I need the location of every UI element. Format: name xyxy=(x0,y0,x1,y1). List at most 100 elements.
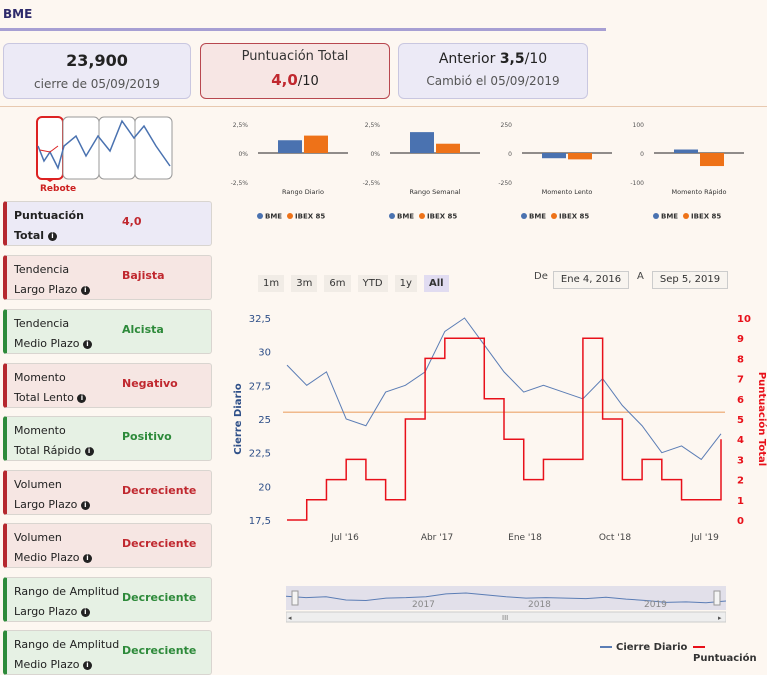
xtick: Jul '19 xyxy=(690,533,719,543)
indicator-value: Positivo xyxy=(122,430,172,443)
pattern-thumbnail[interactable] xyxy=(36,116,174,182)
mini-legend-bme-swatch xyxy=(521,213,527,219)
main-chart: 32,53027,52522,52017,5109876543210Cierre… xyxy=(233,314,767,543)
indicator-volumen-medio[interactable]: Volumen Medio Plazo i Decreciente xyxy=(3,523,212,568)
mini-legend-ibex-swatch xyxy=(287,213,293,219)
mini-ytick: 100 xyxy=(633,122,645,129)
mini-chart-title: Momento Rápido xyxy=(671,188,726,196)
legend-score[interactable]: Puntuación xyxy=(693,642,767,664)
mini-ytick: -2,5% xyxy=(363,180,381,187)
series-puntuacion xyxy=(287,337,722,521)
indicator-label: Rango de Amplitud Medio Plazo i xyxy=(14,635,124,675)
indicator-line1: Momento xyxy=(14,424,66,437)
mini-bar-bme xyxy=(542,153,566,159)
range-navigator[interactable]: ◂ ▸ III 2017 2018 2019 xyxy=(286,585,726,623)
indicator-line1: Momento xyxy=(14,371,66,384)
indicator-volumen-largo[interactable]: Volumen Largo Plazo i Decreciente xyxy=(3,470,212,515)
close-caption: cierre de 05/09/2019 xyxy=(34,77,160,91)
previous-value: 3,5 xyxy=(499,51,525,67)
indicator-line2: Largo Plazo xyxy=(14,283,78,296)
scroll-left-icon: ◂ xyxy=(288,614,292,622)
mini-legend-ibex-swatch xyxy=(683,213,689,219)
previous-line: Anterior 3,5/10 xyxy=(399,51,587,67)
mini-bar-ibex xyxy=(304,135,328,153)
indicator-value: Decreciente xyxy=(122,537,197,550)
xtick: Oct '18 xyxy=(599,533,632,543)
info-icon[interactable]: i xyxy=(77,393,87,403)
ytick-right: 2 xyxy=(737,476,744,487)
info-icon[interactable]: i xyxy=(80,285,90,295)
navigator-year: 2018 xyxy=(528,600,551,610)
indicator-rango-largo[interactable]: Rango de Amplitud Largo Plazo i Decrecien… xyxy=(3,577,212,622)
indicator-tendencia-medio[interactable]: Tendencia Medio Plazo i Alcista xyxy=(3,309,212,354)
mini-ytick: 0% xyxy=(238,151,248,158)
close-value: 23,900 xyxy=(66,51,128,70)
mini-bar-bme xyxy=(674,149,698,153)
header: BME xyxy=(0,0,767,36)
ytick-right: 0 xyxy=(737,516,744,527)
indicator-momento-lento[interactable]: Momento Total Lento i Negativo xyxy=(3,363,212,408)
info-icon[interactable]: i xyxy=(82,660,92,670)
zoom-1y-button[interactable]: 1y xyxy=(394,275,417,292)
legend-close[interactable]: Cierre Diario xyxy=(600,642,687,653)
mini-legend-ibex-swatch xyxy=(551,213,557,219)
previous-title: Anterior xyxy=(438,51,496,67)
legend-score-swatch xyxy=(693,646,705,648)
to-label: A xyxy=(637,271,644,282)
indicator-momento-rapido[interactable]: Momento Total Rápido i Positivo xyxy=(3,416,212,461)
previous-suffix: /10 xyxy=(524,51,548,67)
indicator-value: Decreciente xyxy=(122,644,197,657)
mini-chart-rango-semanal: 2,5% 0% -2,5% Rango Semanal BME IBEX 85 xyxy=(363,122,480,221)
zoom-all-button[interactable]: All xyxy=(424,275,449,292)
mini-ytick: 2,5% xyxy=(365,122,381,129)
indicator-line1: Volumen xyxy=(14,478,62,491)
rebote-label: Rebote xyxy=(40,184,77,194)
indicator-puntuacion-total[interactable]: Puntuación Total i 4,0 xyxy=(3,201,212,246)
info-icon[interactable]: i xyxy=(82,339,92,349)
indicator-rango-medio[interactable]: Rango de Amplitud Medio Plazo i Decrecien… xyxy=(3,630,212,675)
info-icon[interactable]: i xyxy=(82,553,92,563)
info-icon[interactable]: i xyxy=(84,446,94,456)
thumb-pointer xyxy=(44,178,56,182)
navigator-right-handle xyxy=(713,590,721,606)
mini-legend-bme-swatch xyxy=(257,213,263,219)
mini-ytick: 0 xyxy=(508,151,512,158)
info-icon[interactable]: i xyxy=(80,607,90,617)
legend-close-swatch xyxy=(600,646,612,648)
indicator-label: Tendencia Medio Plazo i xyxy=(14,314,124,354)
from-date-input[interactable]: Ene 4, 2016 xyxy=(553,271,629,289)
section-divider xyxy=(0,106,767,107)
mini-legend-ibex: IBEX 85 xyxy=(427,213,457,221)
xtick: Abr '17 xyxy=(421,533,453,543)
indicator-tendencia-largo[interactable]: Tendencia Largo Plazo i Bajista xyxy=(3,255,212,300)
ytick-right: 3 xyxy=(737,455,744,466)
zoom-3m-button[interactable]: 3m xyxy=(291,275,318,292)
mini-bar-ibex xyxy=(700,153,724,167)
legend-score-label: Puntuación xyxy=(693,653,757,664)
thumb-frame-3 xyxy=(98,116,136,180)
mini-legend-ibex: IBEX 85 xyxy=(295,213,325,221)
indicator-value: Negativo xyxy=(122,377,178,390)
ytick-right: 5 xyxy=(737,415,744,426)
ytick-left: 25 xyxy=(258,415,271,426)
indicator-line2: Medio Plazo xyxy=(14,337,80,350)
zoom-buttons: 1m 3m 6m YTD 1y All xyxy=(258,271,451,292)
zoom-1m-button[interactable]: 1m xyxy=(258,275,285,292)
mini-legend-ibex-swatch xyxy=(419,213,425,219)
info-icon[interactable]: i xyxy=(47,231,57,241)
ytick-right: 4 xyxy=(737,435,744,446)
from-label: De xyxy=(534,271,548,282)
zoom-6m-button[interactable]: 6m xyxy=(324,275,351,292)
info-icon[interactable]: i xyxy=(80,500,90,510)
to-date-input[interactable]: Sep 5, 2019 xyxy=(652,271,728,289)
indicator-label: Rango de Amplitud Largo Plazo i xyxy=(14,582,124,622)
mini-legend-bme: BME xyxy=(661,213,678,221)
legend-close-label: Cierre Diario xyxy=(616,642,688,653)
close-card: 23,900 cierre de 05/09/2019 xyxy=(3,43,191,99)
indicator-line2: Total Lento xyxy=(14,391,74,404)
thumb-rebote-arrow xyxy=(39,145,59,153)
indicator-line1: Tendencia xyxy=(14,317,70,330)
ytick-right: 8 xyxy=(737,354,744,365)
zoom-ytd-button[interactable]: YTD xyxy=(357,275,388,292)
mini-legend-bme-swatch xyxy=(389,213,395,219)
